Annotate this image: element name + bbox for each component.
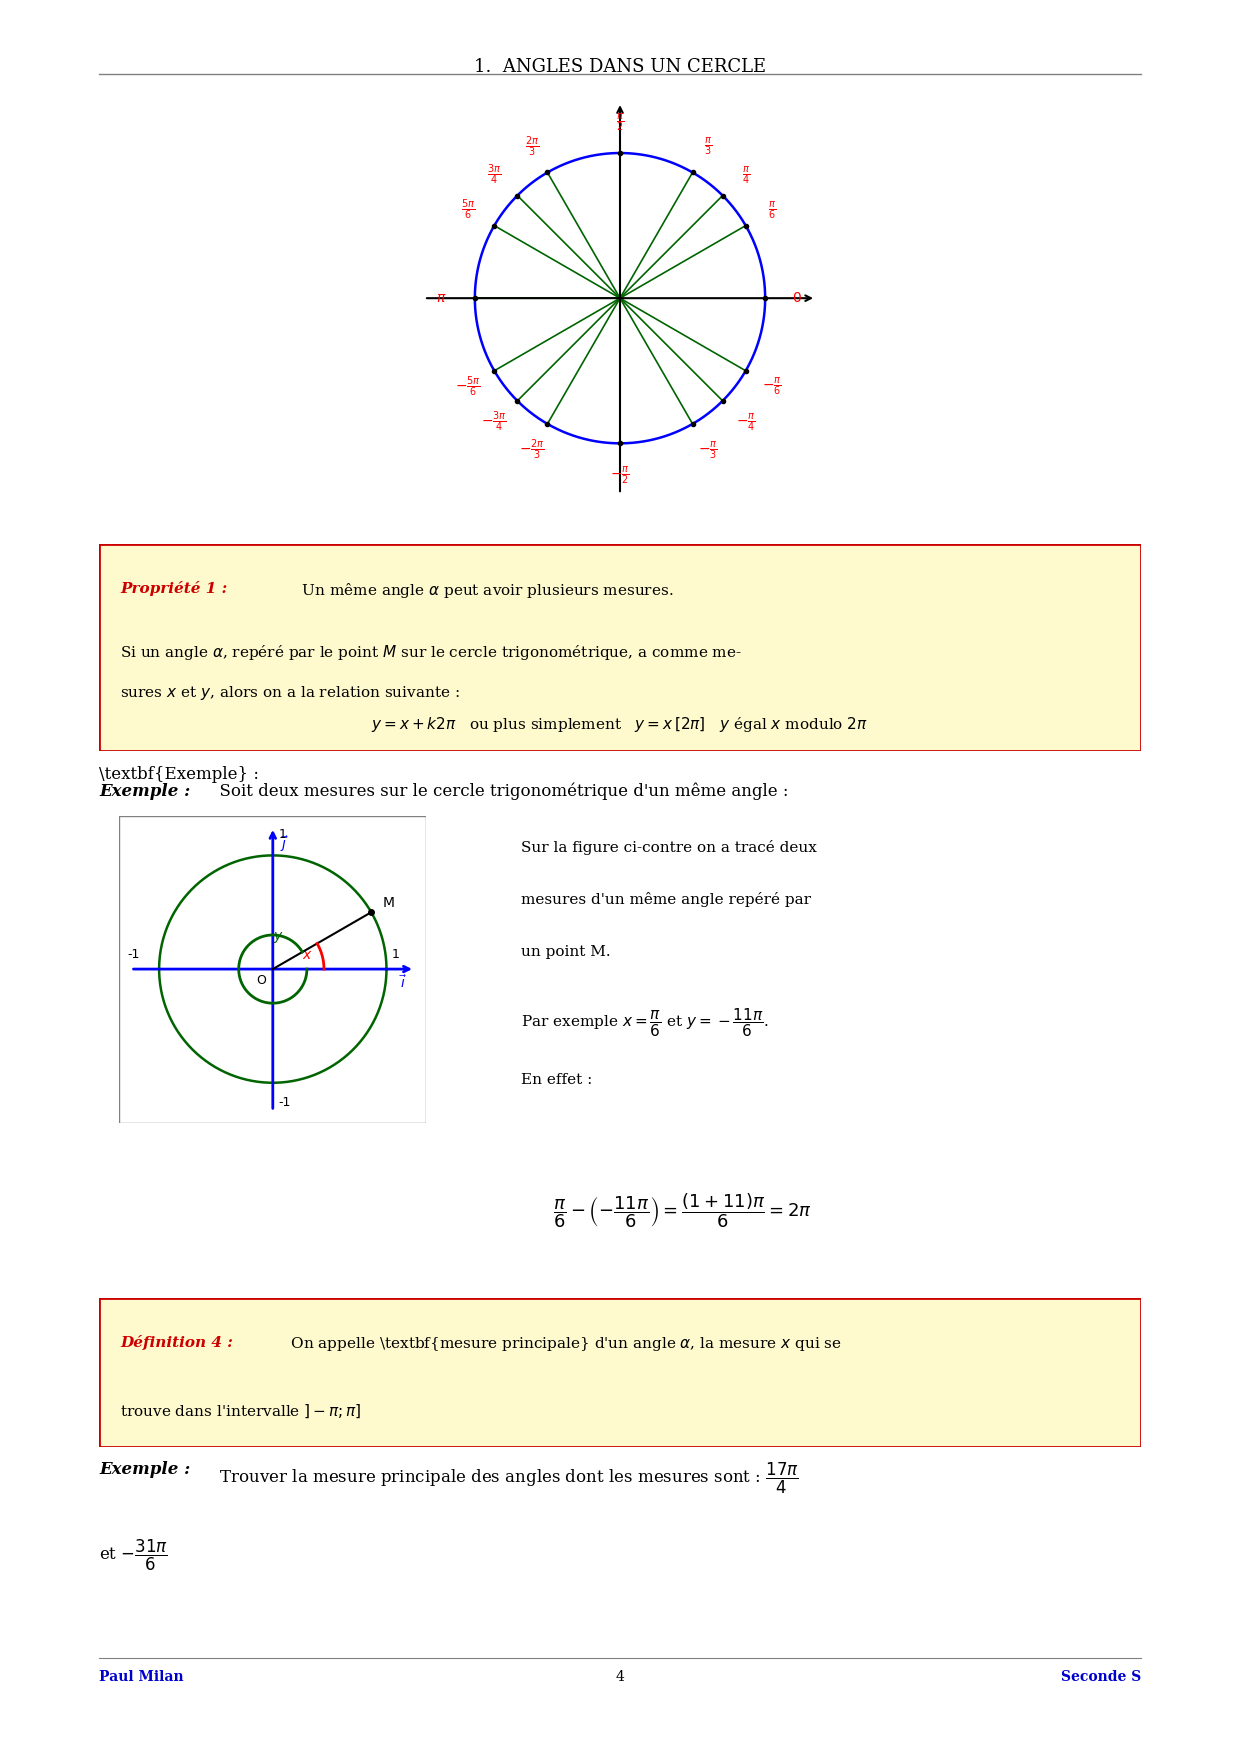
Text: -1: -1 (279, 1096, 291, 1109)
Text: En effet :: En effet : (521, 1073, 593, 1087)
Text: 1: 1 (279, 828, 286, 842)
Text: un point M.: un point M. (521, 944, 610, 958)
Text: $-\frac{\pi}{3}$: $-\frac{\pi}{3}$ (698, 438, 718, 461)
Text: $\frac{5\pi}{6}$: $\frac{5\pi}{6}$ (461, 198, 475, 223)
Text: Seconde S: Seconde S (1060, 1670, 1141, 1684)
Text: Exemple :: Exemple : (99, 782, 191, 800)
Text: $-\frac{\pi}{6}$: $-\frac{\pi}{6}$ (761, 375, 781, 398)
Text: On appelle \textbf{mesure principale} d'un angle $\alpha$, la mesure $x$ qui se: On appelle \textbf{mesure principale} d'… (281, 1335, 842, 1354)
Text: $y$: $y$ (273, 930, 284, 945)
Text: $\vec{\jmath}$: $\vec{\jmath}$ (280, 835, 289, 854)
Text: $\pi$: $\pi$ (435, 291, 446, 305)
Text: $-\frac{5\pi}{6}$: $-\frac{5\pi}{6}$ (455, 374, 481, 398)
Text: 1: 1 (392, 947, 401, 961)
Text: Définition 4 :: Définition 4 : (120, 1335, 233, 1351)
Text: $\frac{2\pi}{3}$: $\frac{2\pi}{3}$ (525, 133, 539, 158)
Text: $\vec{\imath}$: $\vec{\imath}$ (399, 975, 408, 991)
Text: Soit deux mesures sur le cercle trigonométrique d'un même angle :: Soit deux mesures sur le cercle trigonom… (208, 782, 789, 800)
Text: Si un angle $\alpha$, repéré par le point $M$ sur le cercle trigonométrique, a c: Si un angle $\alpha$, repéré par le poin… (120, 644, 742, 661)
Text: \textbf{Exemple} :: \textbf{Exemple} : (99, 766, 259, 784)
Text: Sur la figure ci-contre on a tracé deux: Sur la figure ci-contre on a tracé deux (521, 840, 817, 856)
Text: mesures d'un même angle repéré par: mesures d'un même angle repéré par (521, 893, 811, 907)
Text: et $-\dfrac{31\pi}{6}$: et $-\dfrac{31\pi}{6}$ (99, 1538, 169, 1573)
Text: $-\frac{\pi}{2}$: $-\frac{\pi}{2}$ (610, 463, 630, 486)
Text: $y = x + k2\pi$   ou plus simplement   $y = x\, [2\pi]$   $y$ égal $x$ modulo $2: $y = x + k2\pi$ ou plus simplement $y = … (372, 716, 868, 735)
Text: Trouver la mesure principale des angles dont les mesures sont : $\dfrac{17\pi}{4: Trouver la mesure principale des angles … (208, 1461, 799, 1496)
Text: $-\frac{\pi}{4}$: $-\frac{\pi}{4}$ (737, 410, 756, 433)
Text: $\frac{\pi}{2}$: $\frac{\pi}{2}$ (616, 111, 624, 133)
Text: $x$: $x$ (301, 949, 312, 963)
FancyBboxPatch shape (99, 1298, 1141, 1447)
Text: O: O (257, 973, 267, 988)
Text: $\frac{3\pi}{4}$: $\frac{3\pi}{4}$ (487, 163, 501, 188)
Text: M: M (383, 896, 394, 910)
Text: Paul Milan: Paul Milan (99, 1670, 184, 1684)
Text: 4: 4 (615, 1670, 625, 1684)
Text: $\frac{\pi}{3}$: $\frac{\pi}{3}$ (704, 135, 712, 158)
Text: -1: -1 (128, 947, 140, 961)
FancyBboxPatch shape (99, 544, 1141, 751)
Text: $-\frac{3\pi}{4}$: $-\frac{3\pi}{4}$ (481, 409, 507, 433)
Text: $\dfrac{\pi}{6} - \left(-\dfrac{11\pi}{6}\right) = \dfrac{(1+11)\pi}{6} = 2\pi$: $\dfrac{\pi}{6} - \left(-\dfrac{11\pi}{6… (553, 1191, 811, 1230)
Text: Par exemple $x = \dfrac{\pi}{6}$ et $y = -\dfrac{11\pi}{6}$.: Par exemple $x = \dfrac{\pi}{6}$ et $y =… (521, 1007, 769, 1038)
Text: $0$: $0$ (791, 291, 801, 305)
Text: $\frac{\pi}{6}$: $\frac{\pi}{6}$ (768, 198, 776, 221)
Text: Propriété 1 :: Propriété 1 : (120, 581, 227, 596)
Text: 1.  ANGLES DANS UN CERCLE: 1. ANGLES DANS UN CERCLE (474, 58, 766, 75)
Text: $-\frac{2\pi}{3}$: $-\frac{2\pi}{3}$ (518, 438, 544, 463)
Text: trouve dans l'intervalle $\left] -\pi ; \pi \right]$: trouve dans l'intervalle $\left] -\pi ; … (120, 1403, 362, 1419)
Text: sures $x$ et $y$, alors on a la relation suivante :: sures $x$ et $y$, alors on a la relation… (120, 684, 460, 703)
Text: Exemple :: Exemple : (99, 1461, 191, 1479)
Text: $\frac{\pi}{4}$: $\frac{\pi}{4}$ (742, 163, 750, 186)
Text: Un même angle $\alpha$ peut avoir plusieurs mesures.: Un même angle $\alpha$ peut avoir plusie… (291, 581, 673, 600)
